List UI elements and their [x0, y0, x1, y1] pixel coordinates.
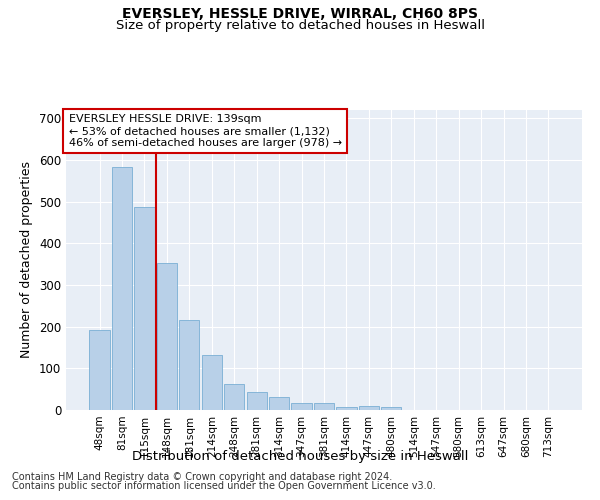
- Bar: [381, 406, 401, 410]
- Text: Size of property relative to detached houses in Heswall: Size of property relative to detached ho…: [115, 18, 485, 32]
- Text: EVERSLEY HESSLE DRIVE: 139sqm
← 53% of detached houses are smaller (1,132)
46% o: EVERSLEY HESSLE DRIVE: 139sqm ← 53% of d…: [68, 114, 342, 148]
- Bar: [202, 356, 222, 410]
- Text: Distribution of detached houses by size in Heswall: Distribution of detached houses by size …: [132, 450, 468, 463]
- Bar: [359, 406, 379, 410]
- Bar: [157, 262, 177, 410]
- Bar: [179, 320, 199, 410]
- Bar: [112, 167, 132, 410]
- Bar: [134, 207, 155, 410]
- Bar: [224, 384, 244, 410]
- Bar: [247, 392, 267, 410]
- Y-axis label: Number of detached properties: Number of detached properties: [20, 162, 34, 358]
- Bar: [314, 404, 334, 410]
- Bar: [292, 404, 311, 410]
- Text: Contains HM Land Registry data © Crown copyright and database right 2024.: Contains HM Land Registry data © Crown c…: [12, 472, 392, 482]
- Text: Contains public sector information licensed under the Open Government Licence v3: Contains public sector information licen…: [12, 481, 436, 491]
- Bar: [89, 330, 110, 410]
- Text: EVERSLEY, HESSLE DRIVE, WIRRAL, CH60 8PS: EVERSLEY, HESSLE DRIVE, WIRRAL, CH60 8PS: [122, 8, 478, 22]
- Bar: [337, 406, 356, 410]
- Bar: [269, 397, 289, 410]
